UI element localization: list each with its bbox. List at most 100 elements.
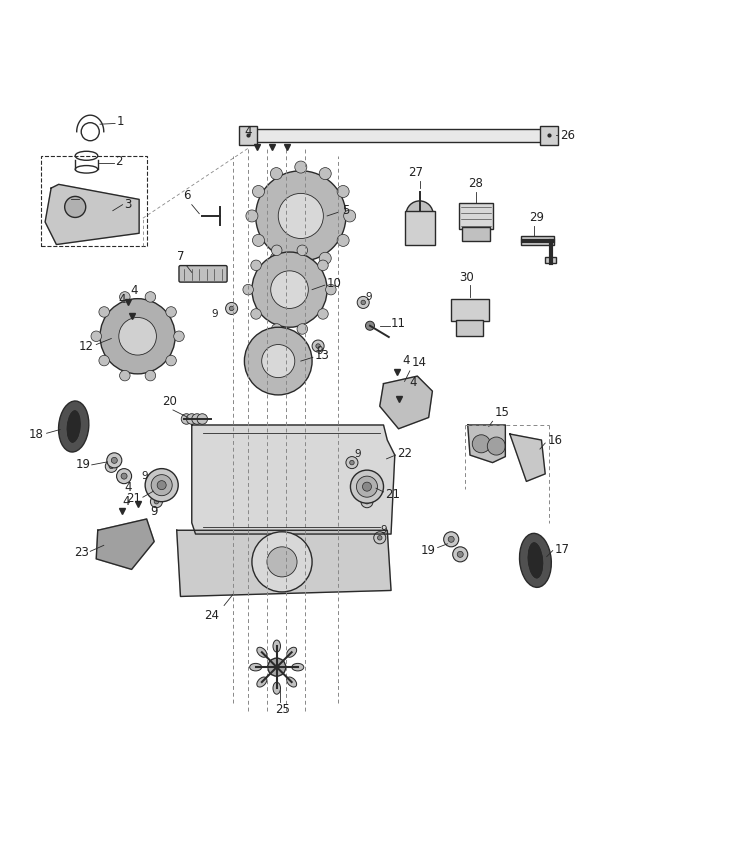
Circle shape bbox=[350, 461, 354, 465]
Circle shape bbox=[316, 343, 320, 348]
Text: 19: 19 bbox=[421, 544, 436, 557]
FancyBboxPatch shape bbox=[248, 128, 549, 142]
Text: 9: 9 bbox=[365, 292, 371, 302]
Ellipse shape bbox=[292, 663, 304, 671]
Circle shape bbox=[192, 414, 202, 424]
Polygon shape bbox=[510, 434, 545, 481]
Circle shape bbox=[145, 292, 156, 303]
Circle shape bbox=[271, 245, 282, 256]
Circle shape bbox=[487, 437, 505, 455]
Text: 15: 15 bbox=[495, 406, 510, 419]
Circle shape bbox=[165, 307, 176, 317]
FancyBboxPatch shape bbox=[239, 126, 257, 145]
Circle shape bbox=[256, 171, 346, 261]
Circle shape bbox=[251, 309, 262, 320]
Text: 30: 30 bbox=[459, 270, 474, 284]
Circle shape bbox=[157, 480, 166, 490]
Text: 7: 7 bbox=[177, 250, 184, 264]
Text: 9: 9 bbox=[317, 346, 323, 356]
Circle shape bbox=[317, 260, 328, 270]
Circle shape bbox=[374, 532, 386, 544]
Text: 9: 9 bbox=[142, 471, 148, 481]
Circle shape bbox=[361, 300, 365, 304]
Circle shape bbox=[271, 167, 283, 179]
Polygon shape bbox=[380, 376, 432, 428]
Text: 29: 29 bbox=[529, 211, 544, 224]
Ellipse shape bbox=[520, 533, 551, 587]
Circle shape bbox=[119, 317, 156, 355]
FancyBboxPatch shape bbox=[545, 258, 556, 264]
Text: 26: 26 bbox=[560, 129, 575, 142]
FancyBboxPatch shape bbox=[521, 236, 554, 246]
Circle shape bbox=[362, 482, 371, 491]
Text: 9: 9 bbox=[211, 309, 217, 319]
Text: 9: 9 bbox=[381, 525, 387, 536]
Circle shape bbox=[186, 414, 197, 424]
Text: 5: 5 bbox=[342, 204, 350, 218]
Circle shape bbox=[197, 414, 208, 424]
Circle shape bbox=[312, 340, 324, 352]
Circle shape bbox=[406, 201, 433, 228]
Ellipse shape bbox=[527, 541, 544, 579]
Circle shape bbox=[326, 285, 336, 295]
Text: 22: 22 bbox=[397, 447, 412, 460]
Text: 11: 11 bbox=[391, 317, 406, 330]
Circle shape bbox=[252, 252, 327, 327]
Text: 4: 4 bbox=[402, 354, 410, 367]
Text: 27: 27 bbox=[408, 166, 423, 179]
Ellipse shape bbox=[287, 647, 296, 657]
Circle shape bbox=[243, 285, 253, 295]
Text: 2: 2 bbox=[115, 155, 123, 167]
Circle shape bbox=[105, 461, 117, 473]
Circle shape bbox=[472, 435, 490, 453]
FancyBboxPatch shape bbox=[462, 227, 490, 241]
Text: 1: 1 bbox=[117, 116, 124, 128]
Circle shape bbox=[297, 324, 308, 334]
Polygon shape bbox=[45, 184, 139, 245]
Circle shape bbox=[251, 260, 262, 270]
Circle shape bbox=[120, 371, 130, 381]
Circle shape bbox=[271, 324, 282, 334]
Circle shape bbox=[337, 235, 349, 246]
Polygon shape bbox=[177, 530, 391, 597]
Text: 19: 19 bbox=[75, 457, 90, 471]
Circle shape bbox=[244, 327, 312, 395]
Text: 28: 28 bbox=[468, 178, 484, 190]
Circle shape bbox=[297, 245, 308, 256]
Circle shape bbox=[121, 473, 127, 479]
Text: 3: 3 bbox=[124, 198, 132, 211]
Text: 10: 10 bbox=[327, 277, 342, 290]
Circle shape bbox=[365, 321, 374, 331]
Circle shape bbox=[150, 496, 162, 507]
Circle shape bbox=[65, 196, 86, 218]
Circle shape bbox=[317, 309, 328, 320]
Ellipse shape bbox=[66, 410, 81, 444]
Circle shape bbox=[346, 456, 358, 468]
Text: 6: 6 bbox=[183, 190, 190, 202]
Text: 20: 20 bbox=[162, 395, 177, 409]
Text: 18: 18 bbox=[29, 428, 44, 440]
FancyBboxPatch shape bbox=[405, 211, 435, 245]
Text: 14: 14 bbox=[412, 355, 427, 369]
Circle shape bbox=[262, 344, 295, 377]
Circle shape bbox=[267, 547, 297, 577]
Text: 25: 25 bbox=[275, 703, 290, 717]
Ellipse shape bbox=[273, 640, 280, 652]
Ellipse shape bbox=[250, 663, 262, 671]
Circle shape bbox=[154, 500, 159, 504]
Circle shape bbox=[271, 252, 283, 264]
Circle shape bbox=[350, 470, 384, 503]
Text: 4: 4 bbox=[130, 284, 138, 298]
Circle shape bbox=[109, 464, 114, 468]
Text: 24: 24 bbox=[205, 609, 220, 622]
Circle shape bbox=[356, 476, 378, 497]
Ellipse shape bbox=[273, 683, 280, 694]
Circle shape bbox=[99, 307, 110, 317]
Ellipse shape bbox=[257, 677, 267, 687]
Circle shape bbox=[117, 468, 132, 484]
FancyBboxPatch shape bbox=[540, 126, 558, 145]
Text: 4: 4 bbox=[244, 125, 252, 138]
Circle shape bbox=[295, 161, 307, 173]
Circle shape bbox=[361, 496, 373, 507]
Circle shape bbox=[448, 536, 454, 542]
